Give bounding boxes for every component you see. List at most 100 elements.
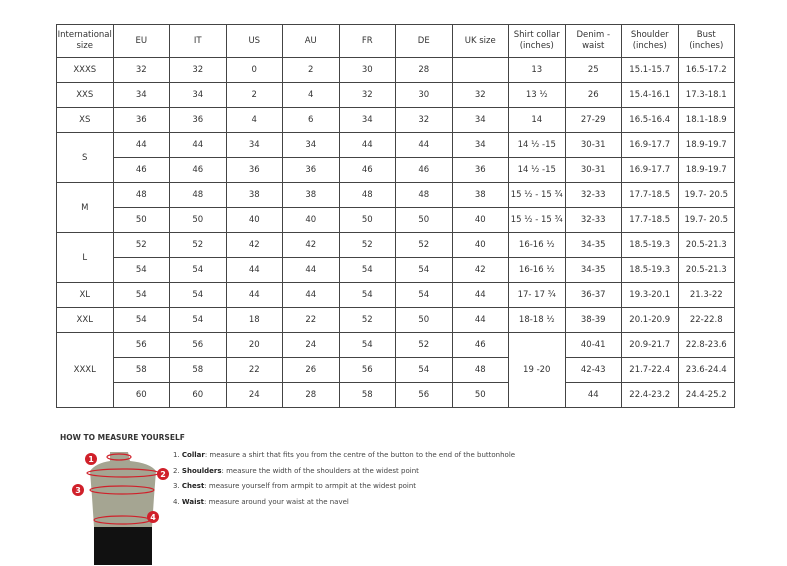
table-cell: 20.5-21.3 (677, 232, 735, 258)
table-cell: 32-33 (564, 207, 622, 233)
table-cell: 17- 17 ¾ (508, 282, 566, 308)
table-cell: 56 (395, 382, 453, 408)
table-cell: 16.5-17.2 (677, 57, 735, 83)
table-row: XXS 34 34 2 4 32 30 32 13 ½ 26 15.4-16.1 17.3-18.1 (56, 82, 735, 108)
table-cell: 32 (395, 107, 453, 133)
table-cell: 46 (169, 157, 227, 183)
table-cell: 22-22.8 (677, 307, 735, 333)
item-text: : measure the width of the shoulders at … (221, 466, 419, 475)
table-cell: 46 (395, 157, 453, 183)
table-cell: 15 ½ - 15 ¾ (508, 182, 566, 208)
table-cell: 34 (169, 82, 227, 108)
measure-figure-illustration: 1 2 3 4 (72, 452, 169, 565)
table-cell: 52 (395, 332, 453, 358)
table-cell: 16.9-17.7 (621, 157, 679, 183)
column-header: DE (395, 24, 453, 58)
table-cell: 18.1-18.9 (677, 107, 735, 133)
column-header: IT (169, 24, 227, 58)
table-cell: 44 (112, 132, 170, 158)
table-cell: 34 (112, 82, 170, 108)
table-cell: 42-43 (564, 357, 622, 383)
table-row: M 48 48 38 38 48 48 38 15 ½ - 15 ¾ 32-33 17.7-18.5… (56, 182, 735, 233)
table-cell: 54 (395, 282, 453, 308)
table-cell: 38-39 (564, 307, 622, 333)
table-cell: 56 (169, 332, 227, 358)
table-cell: 19.7- 20.5 (677, 182, 735, 208)
table-cell: 54 (338, 257, 396, 283)
table-cell: 50 (338, 207, 396, 233)
table-cell: 32 (338, 82, 396, 108)
table-row: 58 58 22 26 56 54 48 42-43 21.7-22.4 23.6-24.4 (57, 357, 735, 383)
column-header: Shirt collar (inches) (508, 24, 566, 58)
pants-shape (94, 527, 152, 565)
international-size-cell: XS (56, 107, 114, 133)
table-cell: 30-31 (564, 157, 622, 183)
table-cell: 50 (169, 207, 227, 233)
table-cell: 36 (112, 107, 170, 133)
table-cell: 44 (282, 282, 340, 308)
table-cell: 14 (508, 107, 566, 133)
table-cell: 18.5-19.3 (621, 257, 679, 283)
item-text: : measure around your waist at the navel (204, 497, 349, 506)
table-cell: 46 (338, 157, 396, 183)
table-cell: 4 (225, 107, 283, 133)
table-cell (451, 57, 509, 83)
column-header: UK size (451, 24, 509, 58)
table-cell: 54 (169, 257, 227, 283)
table-cell: 13 ½ (508, 82, 566, 108)
table-cell: 50 (395, 207, 453, 233)
international-size-cell: XXXS (56, 57, 114, 83)
table-cell: 48 (338, 182, 396, 208)
table-cell: 42 (282, 232, 340, 258)
svg-text:4: 4 (150, 513, 156, 522)
table-cell: 44 (451, 282, 509, 308)
international-size-cell: XXL (56, 307, 114, 333)
table-cell: 2 (282, 57, 340, 83)
table-cell: 44 (225, 257, 283, 283)
measure-instructions-list: 1. Collar: measure a shirt that fits you… (173, 451, 515, 513)
table-row: 50 50 40 40 50 50 40 15 ½ - 15 ¾ 32-33 17.7-18.5 1… (57, 207, 735, 233)
table-cell: 60 (112, 382, 170, 408)
table-cell: 18.5-19.3 (621, 232, 679, 258)
svg-text:3: 3 (75, 486, 81, 495)
table-cell: 38 (451, 182, 509, 208)
table-cell: 44 (225, 282, 283, 308)
table-cell: 54 (112, 307, 170, 333)
table-cell: 56 (112, 332, 170, 358)
table-cell: 28 (282, 382, 340, 408)
table-row: XL 54 54 44 44 54 54 44 17- 17 ¾ 36-37 19.3-20.1 21… (56, 282, 735, 308)
table-cell: 44 (282, 257, 340, 283)
table-cell: 40-41 (564, 332, 622, 358)
table-cell: 34 (451, 107, 509, 133)
table-cell: 38 (282, 182, 340, 208)
instruction-item: 4. Waist: measure around your waist at t… (173, 498, 515, 514)
item-number: 2. (173, 466, 180, 475)
table-cell: 13 (508, 57, 566, 83)
table-cell: 54 (112, 282, 170, 308)
table-cell: 34 (225, 132, 283, 158)
table-cell: 58 (338, 382, 396, 408)
table-cell: 24.4-25.2 (677, 382, 735, 408)
table-cell: 21.3-22 (677, 282, 735, 308)
table-cell: 54 (395, 357, 453, 383)
table-cell: 32 (451, 82, 509, 108)
table-cell: 52 (395, 232, 453, 258)
table-cell: 21.7-22.4 (621, 357, 679, 383)
column-header: Shoulder (inches) (621, 24, 679, 58)
instruction-item: 2. Shoulders: measure the width of the s… (173, 467, 515, 483)
table-cell: 34-35 (564, 232, 622, 258)
table-row: XXL 54 54 18 22 52 50 44 18-18 ½ 38-39 20.1-20.9 22… (56, 307, 735, 333)
table-cell: 0 (225, 57, 283, 83)
how-to-measure-title: HOW TO MEASURE YOURSELF (60, 433, 185, 442)
table-cell: 44 (451, 307, 509, 333)
column-header: International size (56, 24, 114, 58)
table-cell: 26 (564, 82, 622, 108)
table-cell: 46 (451, 332, 509, 358)
table-cell: 16.5-16.4 (621, 107, 679, 133)
column-header: US (225, 24, 283, 58)
table-cell: 54 (169, 282, 227, 308)
international-size-cell: XXS (56, 82, 114, 108)
international-size-cell: XL (56, 282, 114, 308)
table-cell: 56 (338, 357, 396, 383)
item-term: Chest (181, 482, 205, 490)
